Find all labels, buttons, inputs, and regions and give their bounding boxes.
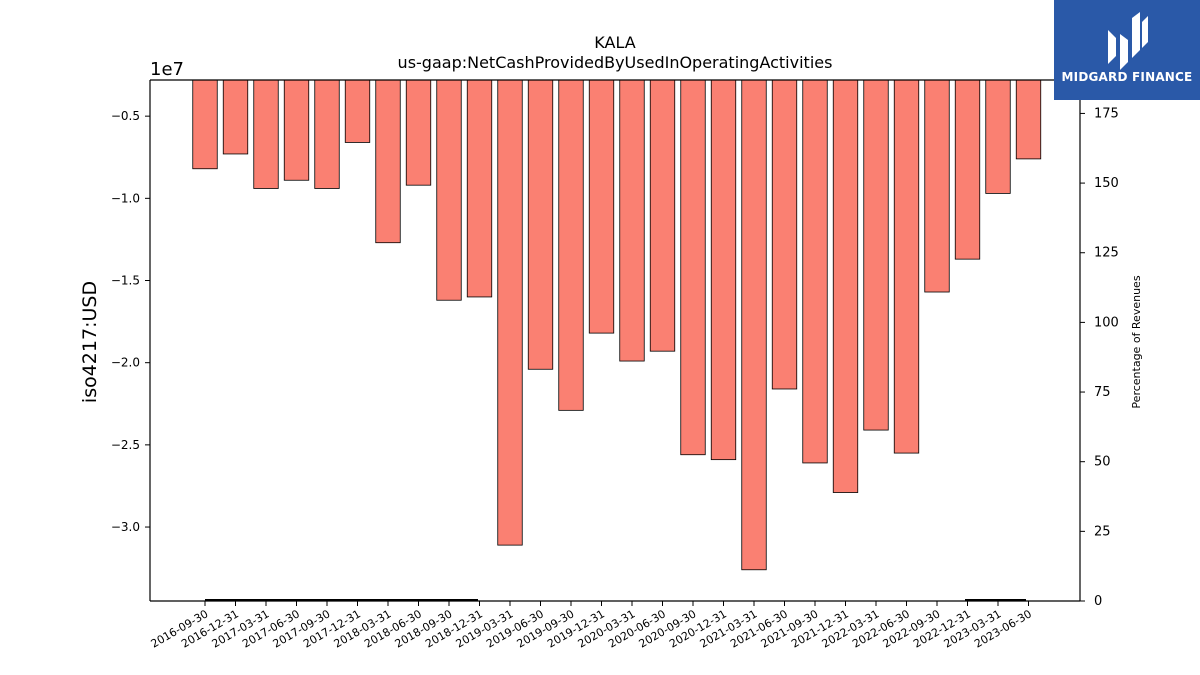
y-tick-label: −1.5: [111, 274, 140, 288]
bar-2022-09-30: [924, 79, 950, 293]
bar-2017-09-30: [314, 79, 340, 189]
y2-tick-label: 25: [1094, 524, 1111, 539]
y2-tick-label: 125: [1094, 246, 1119, 261]
y2-tick-label: 150: [1094, 176, 1119, 191]
bar-2018-03-31: [375, 79, 401, 244]
chart-subtitle: us-gaap:NetCashProvidedByUsedInOperating…: [398, 53, 833, 72]
y2-tick-label: 100: [1094, 315, 1119, 330]
bar-2022-03-31: [863, 79, 889, 431]
bar-2019-06-30: [527, 79, 554, 370]
bar-2021-12-31: [832, 79, 859, 493]
bar-2019-03-31: [497, 79, 523, 546]
y2-tick-label: 50: [1094, 455, 1111, 470]
bar-2020-03-31: [619, 79, 645, 362]
bar-2018-12-31: [466, 79, 493, 298]
bar-2018-06-30: [405, 79, 432, 186]
bar-2020-12-31: [710, 79, 737, 461]
midgard-finance-logo: MIDGARD FINANCE: [1054, 0, 1200, 100]
y-tick-label: −2.0: [111, 356, 140, 370]
y-axis-label: iso4217:USD: [79, 281, 101, 403]
y2-axis-label: Percentage of Revenues: [1130, 275, 1143, 408]
y-tick-label: −0.5: [111, 109, 140, 123]
bar-2017-03-31: [253, 79, 279, 189]
bar-2016-12-31: [222, 79, 249, 155]
bar-2019-12-31: [588, 79, 615, 334]
y-tick-label: −3.0: [111, 520, 140, 534]
midgard-logo-mark-icon: [1108, 12, 1148, 70]
bar-2017-12-31: [344, 79, 371, 143]
chart-title: KALA: [594, 33, 635, 52]
bar-2023-06-30: [1015, 79, 1042, 160]
bar-2023-03-31: [985, 79, 1011, 194]
logo-text: MIDGARD FINANCE: [1061, 70, 1193, 84]
bar-2016-09-30: [192, 79, 218, 170]
bar-2017-06-30: [283, 79, 310, 181]
y-tick-label: −2.5: [111, 438, 140, 452]
bar-2021-03-31: [741, 79, 767, 571]
y-offset-text: 1e7: [150, 59, 184, 80]
bar-2021-06-30: [771, 79, 798, 390]
bar-2021-09-30: [802, 79, 828, 464]
bar-2018-09-30: [436, 79, 462, 301]
bar-2022-12-31: [954, 79, 981, 260]
bar-2020-09-30: [680, 79, 706, 456]
y2-tick-label: 0: [1094, 594, 1102, 609]
bar-2022-06-30: [893, 79, 920, 454]
y2-tick-label: 75: [1094, 385, 1111, 400]
y2-tick-label: 175: [1094, 106, 1119, 121]
bar-2019-09-30: [558, 79, 584, 411]
y-tick-label: −1.0: [111, 191, 140, 205]
bar-2020-06-30: [649, 79, 676, 352]
